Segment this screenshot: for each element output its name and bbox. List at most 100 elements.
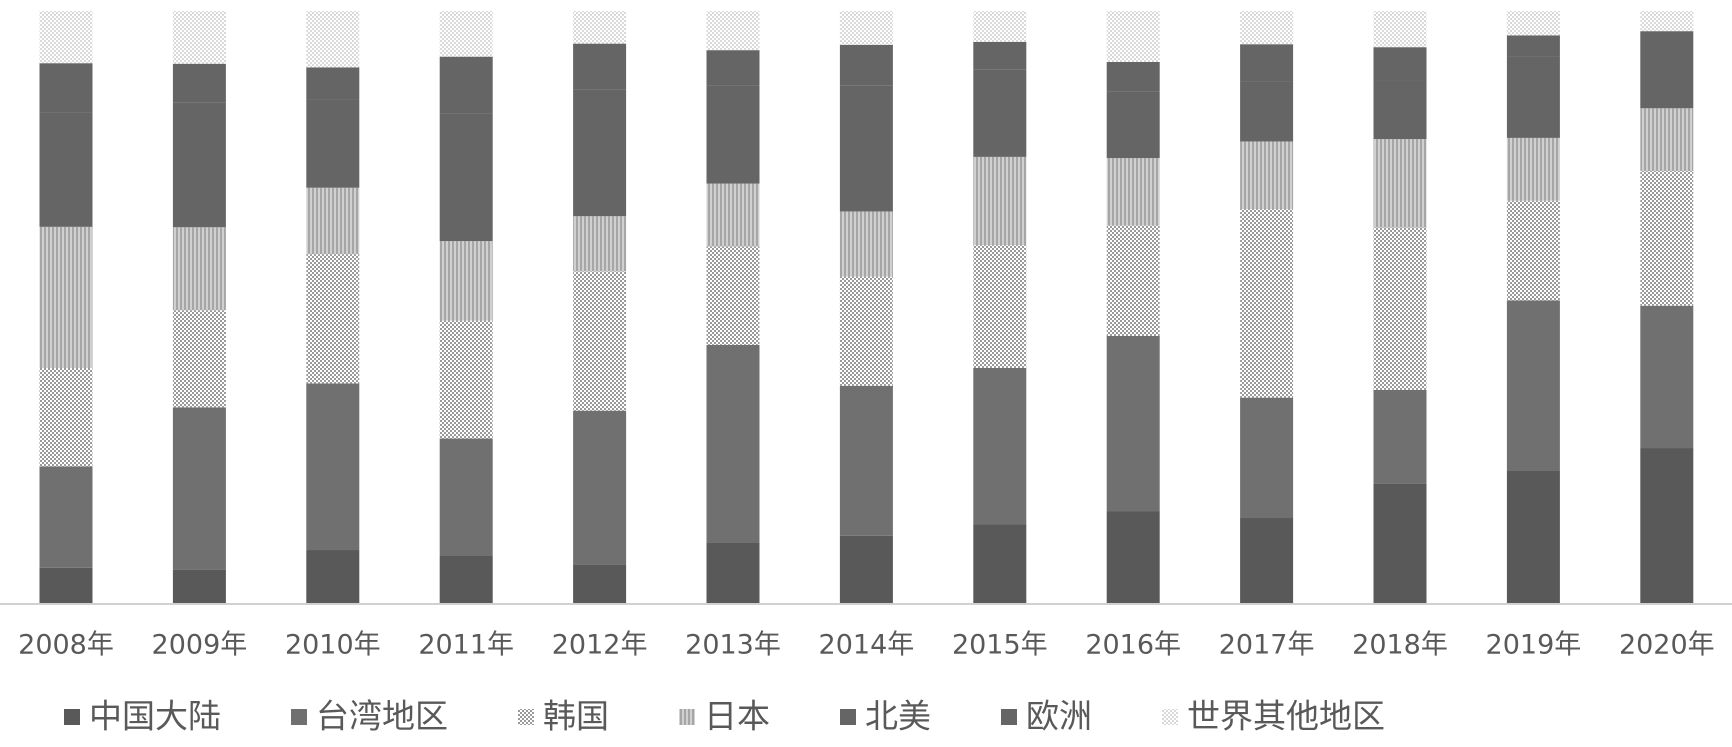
bar-segment	[172, 102, 226, 228]
x-tick-label: 2012年	[552, 630, 648, 661]
bar-segment	[973, 11, 1027, 42]
bar-segment	[1240, 11, 1294, 45]
x-tick-label: 2015年	[952, 630, 1048, 661]
bar-segment	[839, 211, 893, 277]
bar-segment	[39, 466, 93, 568]
x-tick-label: 2019年	[1486, 630, 1582, 661]
bar-segment	[1506, 200, 1560, 301]
legend-swatch	[64, 709, 80, 725]
bar-segment	[306, 187, 360, 255]
legend-swatch	[291, 709, 307, 725]
bar-segment	[973, 156, 1027, 246]
bar-segment	[839, 385, 893, 536]
bar-segment	[1106, 91, 1160, 159]
bar-segment	[973, 524, 1027, 604]
bar-segment	[1506, 56, 1560, 138]
bar-segment	[172, 63, 226, 103]
bar-segment	[1506, 137, 1560, 201]
x-tick-label: 2016年	[1085, 630, 1181, 661]
bar-segment	[1106, 11, 1160, 62]
bar-segment	[573, 271, 627, 411]
bar-segment	[706, 542, 760, 604]
bar-segment	[1640, 305, 1694, 449]
legend-swatch	[1001, 709, 1017, 725]
bar-segment	[172, 227, 226, 311]
bar-segment	[706, 246, 760, 345]
bar-segment	[1240, 518, 1294, 604]
bar-segment	[1373, 80, 1427, 140]
x-tick-label: 2020年	[1619, 630, 1715, 661]
bar-segment	[39, 112, 93, 227]
bar-segment	[439, 11, 493, 57]
bar-segment	[573, 43, 627, 90]
bar-segment	[973, 69, 1027, 157]
bar-segment	[839, 85, 893, 212]
bar-segment	[573, 410, 627, 565]
bar-segment	[1373, 227, 1427, 390]
bar-segment	[1106, 61, 1160, 92]
bar-segment	[573, 11, 627, 44]
legend-label: 台湾地区	[316, 697, 448, 736]
bar-segment	[306, 383, 360, 551]
legend-swatch	[518, 709, 534, 725]
legend-label: 欧洲	[1026, 697, 1092, 736]
bar-segment	[973, 245, 1027, 368]
x-tick-label: 2010年	[285, 630, 381, 661]
legend-label: 韩国	[543, 697, 609, 736]
legend-swatch	[840, 709, 856, 725]
bar-segment	[1506, 300, 1560, 471]
bar-segment	[1240, 44, 1294, 82]
bar-segment	[439, 241, 493, 321]
bar-segment	[839, 44, 893, 86]
x-tick-label: 2017年	[1219, 630, 1315, 661]
bar-segment	[1640, 31, 1694, 53]
bar-segment	[1240, 397, 1294, 519]
legend-label: 日本	[704, 697, 770, 736]
bar-segment	[1373, 389, 1427, 484]
bar-segment	[973, 41, 1027, 70]
bar-segment	[39, 11, 93, 64]
bar-segment	[706, 183, 760, 247]
legend-label: 北美	[865, 697, 931, 736]
bar-segment	[1640, 171, 1694, 306]
bar-segment	[439, 438, 493, 556]
bar-segment	[306, 550, 360, 604]
legend-swatch	[679, 709, 695, 725]
bar-segment	[306, 99, 360, 188]
bar-segment	[1373, 11, 1427, 48]
bar-segment	[439, 113, 493, 242]
bar-segment	[39, 367, 93, 467]
x-tick-label: 2008年	[18, 630, 114, 661]
bar-segment	[573, 89, 627, 217]
legend-swatch	[1162, 709, 1178, 725]
bar-segment	[172, 310, 226, 408]
bar-segment	[839, 276, 893, 386]
bar-segment	[1373, 47, 1427, 81]
bar-segment	[1240, 141, 1294, 210]
legend-label: 中国大陆	[89, 697, 221, 736]
x-tick-label: 2009年	[152, 630, 248, 661]
bar-segment	[1506, 11, 1560, 36]
bar-segment	[439, 555, 493, 604]
x-tick-label: 2011年	[418, 630, 514, 661]
bar-segment	[172, 569, 226, 604]
bar-segment	[306, 11, 360, 68]
bar-segment	[39, 567, 93, 604]
bar-segment	[706, 50, 760, 86]
bar-segment	[973, 367, 1027, 525]
bar-segment	[439, 320, 493, 439]
bar-segment	[573, 564, 627, 604]
bar-segment	[1373, 483, 1427, 604]
bar-segment	[39, 226, 93, 368]
bar-segment	[1506, 35, 1560, 57]
bar-segment	[1640, 52, 1694, 109]
bar-segment	[706, 344, 760, 543]
bar-segment	[1506, 470, 1560, 604]
bar-segment	[172, 11, 226, 64]
bar-segment	[839, 11, 893, 45]
bar-segment	[706, 85, 760, 184]
bar-segment	[1240, 81, 1294, 142]
x-tick-label: 2018年	[1352, 630, 1448, 661]
legend-label: 世界其他地区	[1187, 697, 1385, 736]
